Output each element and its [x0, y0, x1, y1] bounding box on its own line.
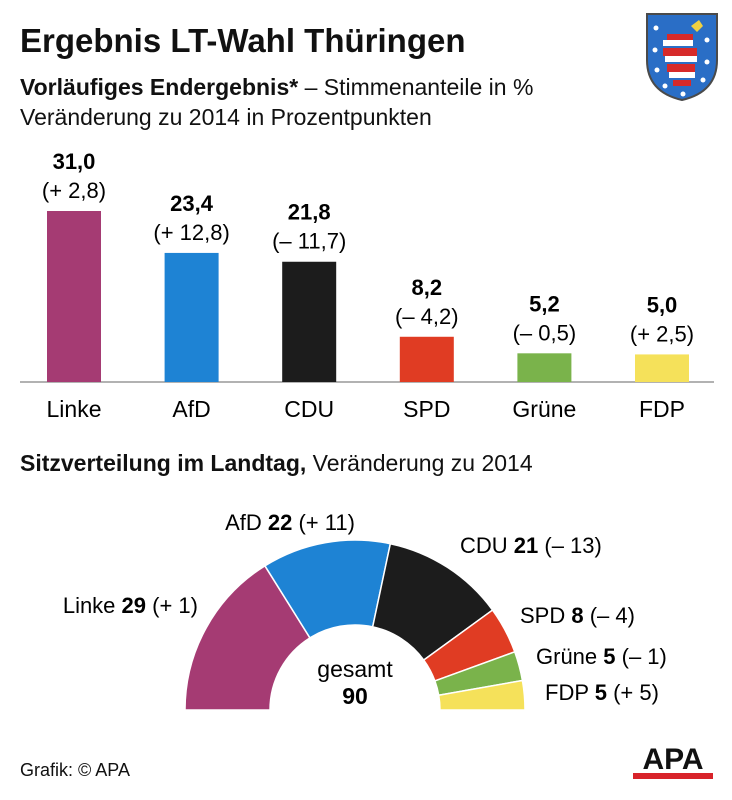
thuringia-coat-of-arms-icon	[646, 13, 718, 102]
seat-segment-fdp	[437, 679, 526, 711]
subtitle-rest: – Stimmenanteile in %	[298, 74, 534, 100]
bar-category-label-spd: SPD	[403, 396, 450, 422]
seat-label-fdp: FDP 5 (+ 5)	[545, 680, 659, 705]
seat-label-grne: Grüne 5 (– 1)	[536, 644, 667, 669]
bar-category-label-afd: AfD	[172, 396, 210, 422]
apa-logo: APA	[633, 743, 713, 779]
bar-value-label-afd: 23,4	[170, 191, 214, 216]
bar-value-label-cdu: 21,8	[288, 200, 331, 225]
bar-category-label-linke: Linke	[47, 396, 102, 422]
subtitle-bold: Vorläufiges Endergebnis*	[20, 74, 299, 100]
seat-label-cdu: CDU 21 (– 13)	[460, 533, 602, 558]
seat-distribution-chart: Linke 29 (+ 1) AfD 22 (+ 11) CDU 21 (– 13)…	[63, 510, 667, 711]
seat-label-linke: Linke 29 (+ 1)	[63, 593, 198, 618]
center-label-gesamt: gesamt	[317, 656, 393, 682]
credit-text: Grafik: © APA	[20, 760, 130, 780]
bar-change-label-fdp: (+ 2,5)	[630, 321, 694, 346]
bar-change-label-cdu: (– 11,7)	[272, 229, 346, 254]
bar-value-label-spd: 8,2	[412, 275, 443, 300]
bar-change-label-spd: (– 4,2)	[395, 304, 459, 329]
bar-value-label-linke: 31,0	[53, 149, 96, 174]
seats-heading: Sitzverteilung im Landtag, Veränderung z…	[20, 450, 533, 477]
chart-title: Ergebnis LT-Wahl Thüringen	[20, 22, 466, 59]
chart-subtitle: Vorläufiges Endergebnis* – Stimmenanteil…	[20, 74, 533, 101]
bar-value-label-grne: 5,2	[529, 291, 560, 316]
bar-change-label-linke: (+ 2,8)	[42, 178, 106, 203]
bar-category-label-grne: Grüne	[512, 396, 576, 422]
bar-spd	[399, 336, 454, 382]
bar-change-label-grne: (– 0,5)	[513, 320, 577, 345]
seats-heading-rest: Veränderung zu 2014	[306, 450, 533, 476]
seats-heading-bold: Sitzverteilung im Landtag,	[20, 450, 307, 476]
bar-change-label-afd: (+ 12,8)	[153, 220, 229, 245]
bar-fdp	[635, 354, 689, 382]
bar-category-label-cdu: CDU	[284, 396, 334, 422]
bar-linke	[47, 211, 101, 382]
bar-cdu	[282, 261, 337, 382]
center-label-total: 90	[342, 683, 368, 709]
seat-label-spd: SPD 8 (– 4)	[520, 603, 635, 628]
seat-label-afd: AfD 22 (+ 11)	[225, 510, 355, 535]
bar-category-label-fdp: FDP	[639, 396, 685, 422]
apa-logo-text: APA	[642, 743, 703, 776]
bar-grne	[517, 353, 572, 382]
chart-subtitle-line2: Veränderung zu 2014 in Prozentpunkten	[20, 104, 432, 130]
bar-value-label-fdp: 5,0	[647, 292, 678, 317]
vote-share-bar-chart: 31,0 (+ 2,8) Linke 23,4 (+ 12,8) AfD 21,8 (– 11…	[20, 149, 714, 422]
bar-afd	[164, 252, 219, 382]
